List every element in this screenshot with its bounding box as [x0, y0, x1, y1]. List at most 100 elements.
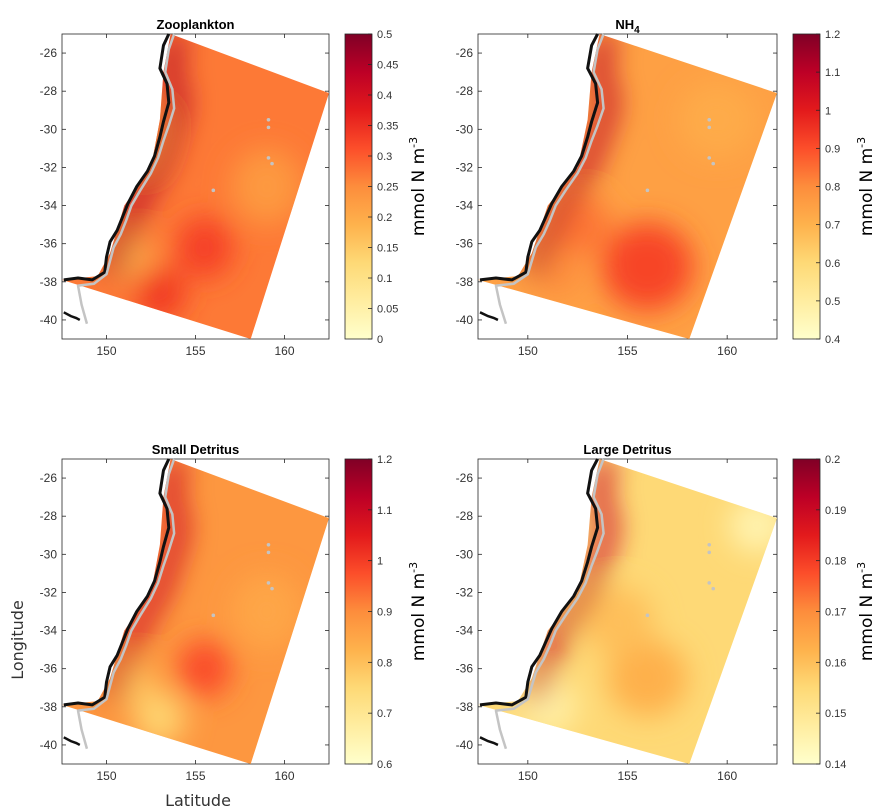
island-marker: [707, 125, 712, 130]
colorbar-tick-label: 0.45: [377, 60, 398, 72]
colorbar-tick-label: 0.4: [825, 334, 840, 346]
island-marker: [707, 581, 712, 585]
colorbar-tick-label: 0.6: [377, 759, 392, 771]
colorbar-tick-label: 0.3: [377, 151, 392, 163]
coastal-band: [525, 34, 617, 277]
colorbar-tick-label: 0.14: [825, 759, 846, 771]
y-tick-label: -38: [40, 700, 58, 714]
colorbar: [792, 458, 821, 765]
colorbar-unit-label: mmol N m-3: [407, 137, 429, 236]
field-hotspot: [231, 148, 303, 225]
colorbar-tick-label: 0.7: [377, 708, 392, 720]
colorbar-tick-label: 0.2: [825, 454, 840, 466]
coastal-band: [103, 34, 187, 277]
colorbar-tick-label: 0.9: [377, 607, 392, 619]
coastline-south: [479, 736, 499, 747]
shelf-boundary-line: [494, 33, 605, 325]
y-tick-label: -36: [40, 662, 58, 676]
coastline-south: [479, 311, 499, 322]
colorbar-tick-label: 1: [377, 556, 383, 568]
y-tick-label: -38: [456, 700, 474, 714]
y-tick-label: -28: [456, 509, 474, 523]
x-tick-label: 155: [185, 344, 205, 358]
x-tick-label: 150: [518, 769, 538, 783]
colorbar: [344, 33, 373, 340]
shelf-boundary-line: [76, 33, 176, 325]
colorbar-tick-label: 0.2: [377, 212, 392, 224]
x-tick-label: 160: [274, 344, 294, 358]
field-hotspot: [134, 266, 185, 320]
colorbar-tick-label: 0: [377, 334, 383, 346]
island-marker: [211, 188, 216, 193]
colorbar-tick-label: 1: [825, 105, 831, 117]
field-hotspot: [581, 586, 654, 656]
y-tick-label: -32: [40, 585, 58, 599]
x-tick-label: 150: [518, 344, 538, 358]
x-tick-label: 160: [717, 344, 737, 358]
coastline-south: [63, 311, 81, 322]
coastal-band: [103, 459, 187, 702]
island-marker: [270, 161, 274, 166]
field-hotspot: [175, 217, 233, 278]
y-axis-label: Longitude: [8, 600, 27, 680]
colorbar-tick-label: 1.1: [377, 505, 392, 517]
y-tick-label: -36: [456, 237, 474, 251]
panel-title: Zooplankton: [157, 17, 235, 32]
y-tick-label: -32: [456, 160, 474, 174]
y-tick-label: -26: [40, 46, 58, 60]
x-tick-label: 150: [96, 344, 116, 358]
colorbar-tick-label: 0.6: [825, 258, 840, 270]
colorbar-tick-label: 0.7: [825, 220, 840, 232]
field-hotspot: [601, 222, 694, 311]
panel-small-detritus: 150 155 160 -26 -28 -30 -32 -34 -36 -38 -40 Small D…: [40, 442, 429, 783]
field-hotspot: [231, 573, 303, 650]
island-marker: [707, 117, 712, 122]
y-tick-label: -30: [456, 547, 474, 561]
island-marker: [266, 581, 271, 585]
panel-large-detritus: 150 155 160 -26 -28 -30 -32 -34 -36 -38 -40 Large D…: [456, 442, 877, 783]
colorbar-tick-label: 1.1: [825, 67, 840, 79]
panel-title: Small Detritus: [152, 442, 239, 457]
island-marker: [645, 613, 650, 618]
island-marker: [266, 117, 271, 122]
island-marker: [266, 550, 271, 555]
y-tick-label: -38: [456, 275, 474, 289]
y-tick-label: -28: [40, 84, 58, 98]
y-tick-label: -28: [456, 84, 474, 98]
y-tick-label: -26: [40, 471, 58, 485]
colorbar-unit-label: mmol N m-3: [855, 137, 877, 236]
y-tick-label: -34: [40, 199, 58, 213]
island-marker: [711, 586, 716, 591]
coastline: [479, 458, 600, 707]
y-tick-label: -30: [456, 122, 474, 136]
coastal-band: [525, 459, 617, 702]
colorbar-tick-label: 0.15: [825, 708, 846, 720]
field-hotspot: [677, 81, 758, 158]
field-hotspot: [134, 691, 185, 745]
x-tick-label: 160: [274, 769, 294, 783]
y-tick-label: -38: [40, 275, 58, 289]
panel-zooplankton: 150 155 160 -26 -28 -30 -32 -34 -36 -38 -40 Zooplan…: [40, 17, 429, 358]
colorbar-tick-label: 0.4: [377, 90, 392, 102]
colorbar: [344, 458, 373, 765]
y-tick-label: -28: [40, 509, 58, 523]
colorbar-tick-label: 0.15: [377, 243, 398, 255]
colorbar-tick-label: 0.5: [377, 29, 392, 41]
field-hotspot: [607, 640, 688, 717]
x-tick-label: 155: [617, 344, 637, 358]
island-marker: [266, 156, 271, 160]
y-tick-label: -32: [456, 585, 474, 599]
island-marker: [645, 188, 650, 193]
y-tick-label: -34: [40, 624, 58, 638]
field-hotspot: [533, 249, 582, 296]
colorbar-tick-label: 0.35: [377, 121, 398, 133]
x-tick-label: 150: [96, 769, 116, 783]
colorbar-tick-label: 0.25: [377, 182, 398, 194]
y-tick-label: -26: [456, 46, 474, 60]
island-marker: [270, 586, 274, 591]
x-tick-label: 155: [185, 769, 205, 783]
island-marker: [266, 542, 271, 547]
colorbar-tick-label: 0.5: [825, 296, 840, 308]
y-tick-label: -40: [40, 313, 58, 327]
